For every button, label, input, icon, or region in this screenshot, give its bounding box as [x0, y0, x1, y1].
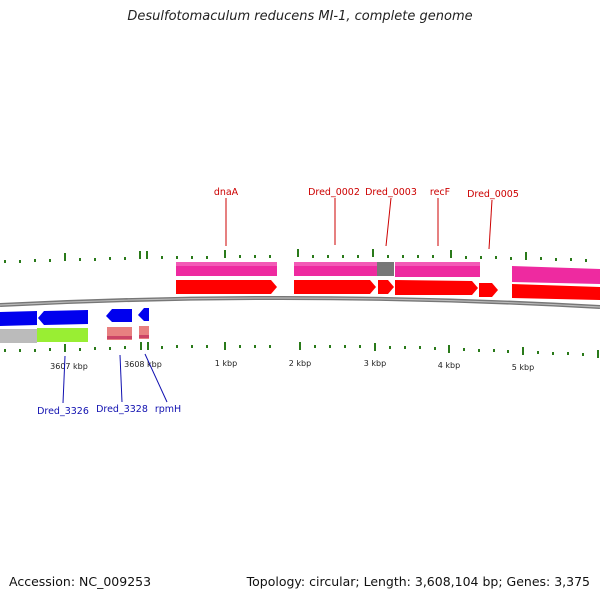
gene-feature-dred-0006[interactable]	[512, 266, 600, 284]
tick-label-3kbp: 3 kbp	[364, 359, 386, 368]
gene-label-dred-3326[interactable]: Dred_3326	[37, 406, 89, 417]
tick-label-5kbp: 5 kbp	[512, 363, 534, 372]
cds-feature-recf[interactable]	[395, 280, 478, 295]
leader-line-rpmH	[144, 353, 168, 403]
cds-feature-dred-3326[interactable]	[0, 311, 37, 326]
reverse-gene-track	[0, 326, 149, 343]
map-title: Desulfotomaculum reducens MI-1, complete…	[127, 9, 473, 24]
tick-label-4kbp: 4 kbp	[438, 361, 460, 370]
gene-label-dred-0005[interactable]: Dred_0005	[467, 189, 519, 200]
topology-summary: Topology: circular; Length: 3,608,104 bp…	[246, 574, 590, 589]
forward-cds-track	[176, 280, 600, 300]
gc-skew-segment	[37, 328, 88, 342]
forward-gene-labels: dnaA Dred_0002 Dred_0003 recF Dred_0005	[214, 187, 519, 250]
gene-feature-dred-0003[interactable]	[377, 262, 394, 276]
reverse-cds-track	[0, 308, 149, 326]
gene-label-dred-3328[interactable]: Dred_3328	[96, 404, 148, 415]
leader-line-dred-3326	[62, 355, 66, 404]
cds-feature-rpmH[interactable]	[138, 308, 149, 321]
tick-label-2kbp: 2 kbp	[289, 359, 311, 368]
leader-line-dred-3328	[119, 354, 123, 403]
cds-feature-dred-0003[interactable]	[378, 280, 394, 294]
upper-tick-row	[4, 249, 587, 263]
leader-line-dred-0003	[385, 197, 392, 247]
accession-text: Accession: NC_009253	[9, 574, 152, 589]
cds-feature-dred-3328[interactable]	[106, 309, 132, 322]
cds-feature-dnaA[interactable]	[176, 280, 277, 294]
cds-feature-dred-0005[interactable]	[479, 283, 498, 297]
gene-label-dred-0002[interactable]: Dred_0002	[308, 187, 360, 198]
gene-label-rpmH[interactable]: rpmH	[155, 404, 181, 415]
cds-feature-dred-0002[interactable]	[294, 280, 376, 294]
gene-label-recf[interactable]: recF	[430, 187, 450, 198]
tick-label-1kbp: 1 kbp	[215, 359, 237, 368]
gene-label-dnaA[interactable]: dnaA	[214, 187, 239, 198]
tick-label-3607kbp: 3607 kbp	[50, 362, 88, 371]
reverse-gene-labels: Dred_3326 Dred_3328 rpmH	[37, 353, 181, 417]
tick-label-3608kbp: 3608 kbp	[124, 360, 162, 369]
gene-feature-gray[interactable]	[0, 329, 37, 343]
gene-feature-rpmH[interactable]	[139, 326, 149, 339]
lower-tick-row	[4, 342, 599, 358]
leader-line-dred-0005	[488, 199, 493, 250]
gene-label-dred-0003[interactable]: Dred_0003	[365, 187, 417, 198]
scale-labels: 3607 kbp 3608 kbp 1 kbp 2 kbp 3 kbp 4 kb…	[50, 359, 534, 372]
forward-gene-track	[176, 262, 600, 284]
cds-feature-dred-3327[interactable]	[38, 310, 88, 325]
cds-feature-dred-0006[interactable]	[512, 284, 600, 300]
